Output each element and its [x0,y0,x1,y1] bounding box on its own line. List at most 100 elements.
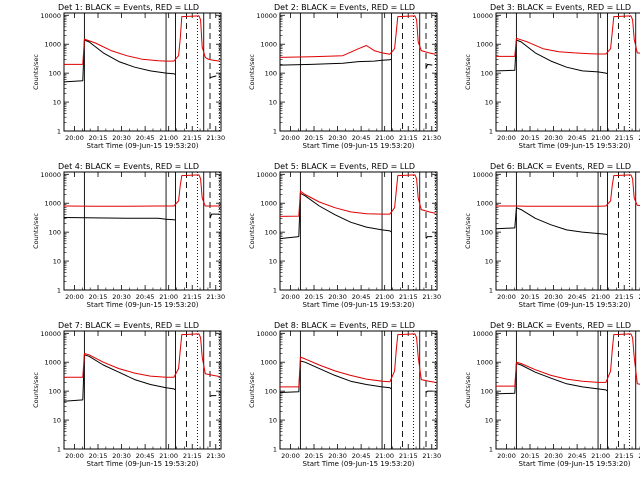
x-axis-label: Start Time (09-Jun-15 19:53:20) [303,460,415,468]
x-tick-label: 21:00 [591,134,610,142]
x-tick-label: 20:30 [544,134,563,142]
events-series-line [495,207,608,236]
x-tick-label: 21:00 [591,452,610,460]
panel-title: Det 6: BLACK = Events, RED = LLD [490,162,631,171]
x-tick-label: 20:00 [497,452,516,460]
x-tick-label: 20:45 [136,293,155,301]
panel-title: Det 3: BLACK = Events, RED = LLD [490,3,631,12]
x-tick-label: 21:00 [375,452,394,460]
y-tick-label: 100 [481,388,493,396]
detector-panel-1: Det 1: BLACK = Events, RED = LLD 1 10 100 10… [32,3,225,150]
detector-panel-5: Det 5: BLACK = Events, RED = LLD 1 10 100 10… [248,162,441,309]
lld-series-line [64,333,220,378]
x-tick-label: 20:30 [112,134,131,142]
y-tick-label: 100 [481,229,493,237]
y-tick-label: 1000 [476,200,493,208]
x-tick-label: 21:15 [183,293,202,301]
y-tick-label: 1 [57,287,61,295]
y-tick-label: 10 [53,99,61,107]
detector-panel-3: Det 3: BLACK = Events, RED = LLD 1 10 100 10… [464,3,640,150]
x-tick-label: 21:00 [591,293,610,301]
y-tick-label: 10000 [472,171,493,179]
y-tick-label: 10000 [472,12,493,20]
plot-frame [279,12,438,132]
x-axis-label: Start Time (09-Jun-15 19:53:20) [87,460,199,468]
x-tick-label: 20:00 [281,452,300,460]
x-axis-label: Start Time (09-Jun-15 19:53:20) [519,301,631,309]
x-tick-label: 21:30 [422,134,441,142]
y-tick-label: 100 [49,229,61,237]
panel-title: Det 5: BLACK = Events, RED = LLD [274,162,415,171]
x-tick-label: 21:30 [206,134,225,142]
detector-panel-6: Det 6: BLACK = Events, RED = LLD 1 10 100 10… [464,162,640,309]
x-tick-label: 20:45 [352,452,371,460]
y-tick-label: 10 [53,417,61,425]
x-tick-label: 20:15 [89,293,108,301]
x-tick-label: 20:45 [136,452,155,460]
y-tick-label: 10 [269,99,277,107]
x-tick-label: 20:00 [65,452,84,460]
plot-frame [279,171,438,291]
x-tick-label: 21:15 [183,452,202,460]
x-axis-label: Start Time (09-Jun-15 19:53:20) [519,460,631,468]
x-tick-label: 20:15 [305,134,324,142]
y-axis-label: Counts/sec [248,54,256,90]
y-tick-label: 1 [273,287,277,295]
lld-series-line [64,15,220,65]
detector-panel-4: Det 4: BLACK = Events, RED = LLD 1 10 100 10… [32,162,225,309]
y-tick-label: 1 [273,446,277,454]
y-axis-label: Counts/sec [464,213,472,249]
x-tick-label: 20:45 [568,452,587,460]
y-tick-label: 100 [481,70,493,78]
panel-title: Det 8: BLACK = Events, RED = LLD [274,321,415,330]
y-axis-label: Counts/sec [464,54,472,90]
x-tick-label: 21:15 [183,134,202,142]
x-tick-label: 20:00 [65,293,84,301]
plot-frame [495,12,640,132]
y-tick-label: 10 [485,99,493,107]
y-tick-label: 10 [485,258,493,266]
y-tick-label: 1000 [476,359,493,367]
plot-frame [495,171,640,291]
y-tick-label: 100 [49,388,61,396]
x-tick-label: 20:30 [328,452,347,460]
y-axis-label: Counts/sec [32,372,40,408]
y-tick-label: 1000 [260,41,277,49]
events-series-line [63,213,220,221]
y-tick-label: 100 [265,70,277,78]
lld-series-line [63,174,220,207]
y-tick-label: 10000 [472,330,493,338]
x-axis-label: Start Time (09-Jun-15 19:53:20) [303,301,415,309]
x-tick-label: 20:30 [544,452,563,460]
x-tick-label: 21:00 [375,293,394,301]
y-axis-label: Counts/sec [248,213,256,249]
x-tick-label: 20:00 [497,134,516,142]
y-tick-label: 10000 [40,330,61,338]
x-tick-label: 20:45 [568,293,587,301]
y-tick-label: 10000 [256,330,277,338]
detector-panel-8: Det 8: BLACK = Events, RED = LLD 1 10 100 10… [248,321,441,468]
y-axis-label: Counts/sec [464,372,472,408]
y-axis-label: Counts/sec [248,372,256,408]
x-axis-label: Start Time (09-Jun-15 19:53:20) [519,142,631,150]
y-tick-label: 10 [53,258,61,266]
x-axis-label: Start Time (09-Jun-15 19:53:20) [303,142,415,150]
y-tick-label: 1000 [44,41,61,49]
y-axis-label: Counts/sec [32,213,40,249]
x-tick-label: 20:15 [521,134,540,142]
x-tick-label: 20:15 [89,452,108,460]
plot-frame [279,330,438,450]
x-tick-label: 20:15 [521,293,540,301]
y-tick-label: 1000 [44,200,61,208]
x-tick-label: 20:45 [136,134,155,142]
y-tick-label: 100 [49,70,61,78]
x-tick-label: 21:00 [159,452,178,460]
lld-series-line [496,333,640,387]
events-series-line [63,39,217,83]
detector-panel-9: Det 9: BLACK = Events, RED = LLD 1 10 100 10… [464,321,640,468]
plot-frame [63,171,222,291]
y-tick-label: 100 [265,229,277,237]
events-series-line [279,192,433,240]
y-tick-label: 1000 [44,359,61,367]
plot-frame [63,12,222,132]
